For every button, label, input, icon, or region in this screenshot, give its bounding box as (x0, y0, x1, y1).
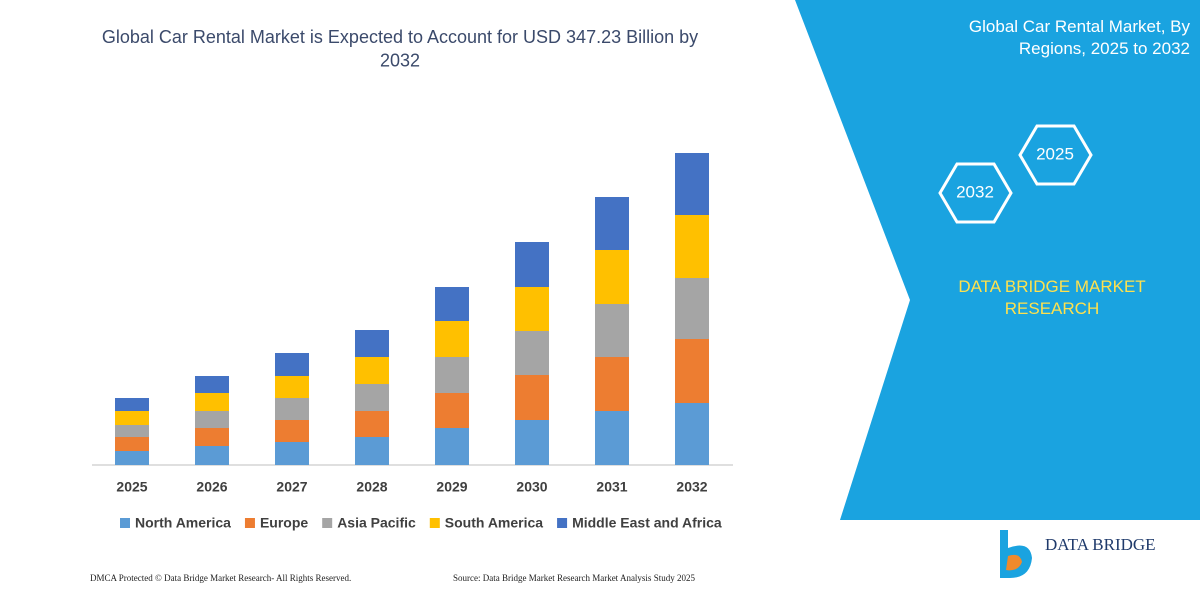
hexagon (938, 162, 1013, 224)
bar-segment (275, 398, 309, 420)
legend-swatch (557, 518, 568, 528)
bar-segment (675, 403, 709, 465)
bar-segment (595, 304, 629, 357)
bar-segment (675, 153, 709, 215)
bar-segment (595, 411, 629, 465)
bar-segment (195, 428, 229, 446)
bar-segment (435, 428, 469, 465)
bar-segment (515, 331, 549, 375)
legend-swatch (120, 518, 130, 528)
bar-segment (115, 425, 149, 437)
legend-swatch (322, 518, 333, 528)
hexagon (1018, 124, 1093, 186)
bar-segment (195, 376, 229, 393)
x-tick-label: 2026 (196, 479, 227, 495)
bar-segment (195, 411, 229, 428)
bar-segment (515, 242, 549, 287)
bar-segment (115, 437, 149, 451)
bar-segment (115, 398, 149, 411)
legend-label: North America (135, 515, 231, 531)
footer-left: DMCA Protected © Data Bridge Market Rese… (90, 573, 351, 583)
bar-segment (515, 375, 549, 420)
x-tick-label: 2030 (516, 479, 547, 495)
bar-segment (275, 353, 309, 376)
legend-swatch (429, 518, 440, 528)
bar-segment (355, 411, 389, 437)
bar-segment (195, 393, 229, 411)
x-tick-label: 2029 (436, 479, 467, 495)
bar-segment (675, 215, 709, 278)
logo-text: DATA BRIDGE (1045, 535, 1156, 554)
bar-segment (435, 357, 469, 393)
legend-label: South America (445, 515, 543, 531)
bar-segment (355, 357, 389, 384)
bar-segment (355, 437, 389, 465)
bar-segment (275, 442, 309, 465)
logo-mark (1006, 554, 1022, 571)
x-tick-label: 2027 (276, 479, 307, 495)
bar-segment (355, 384, 389, 411)
bar-segment (515, 420, 549, 465)
brand-text: DATA BRIDGE MARKET RESEARCH (958, 277, 1145, 318)
bar-segment (675, 339, 709, 403)
side-panel (795, 0, 1200, 520)
bar-segment (595, 357, 629, 411)
bar-segment (675, 278, 709, 339)
chart-title: Global Car Rental Market is Expected to … (102, 27, 698, 70)
x-tick-label: 2031 (596, 479, 627, 495)
bar-segment (115, 451, 149, 465)
bar-segment (195, 446, 229, 465)
bar-segment (435, 393, 469, 428)
bar-segment (515, 287, 549, 331)
bar-segment (595, 197, 629, 250)
legend-swatch (244, 518, 255, 528)
bar-segment (275, 420, 309, 442)
hexagon-label: 2025 (1036, 144, 1074, 163)
footer-right: Source: Data Bridge Market Research Mark… (453, 573, 695, 583)
x-tick-label: 2032 (676, 479, 707, 495)
side-title: Global Car Rental Market, By Regions, 202… (969, 17, 1191, 58)
legend-label: Asia Pacific (337, 515, 416, 531)
bar-segment (275, 376, 309, 398)
x-tick-label: 2028 (356, 479, 387, 495)
bar-segment (355, 330, 389, 357)
bar-segment (435, 321, 469, 357)
bar-segment (115, 411, 149, 425)
hexagon-label: 2032 (956, 182, 994, 201)
legend-label: Middle East and Africa (572, 515, 722, 531)
bar-segment (595, 250, 629, 304)
x-tick-label: 2025 (116, 479, 147, 495)
legend-label: Europe (260, 515, 308, 531)
bar-segment (435, 287, 469, 321)
